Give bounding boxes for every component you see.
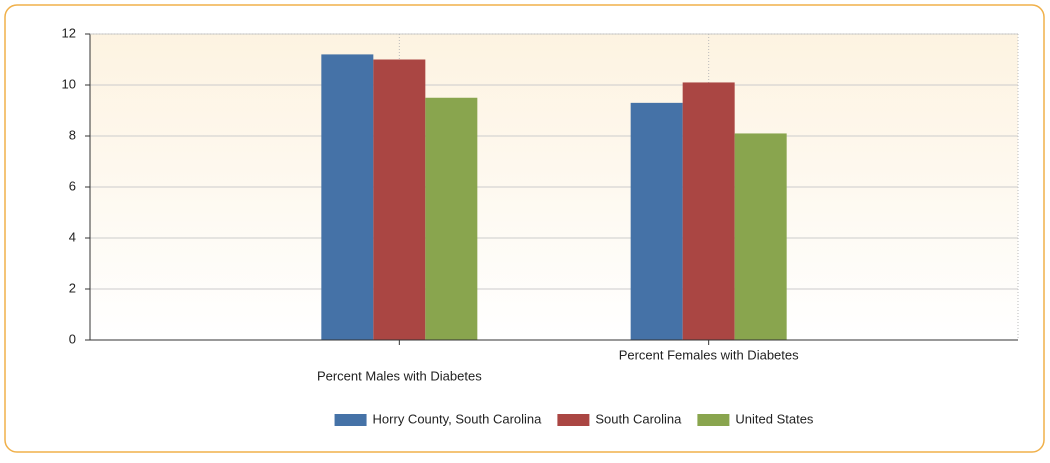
bar: [734, 133, 787, 340]
y-tick-label: 10: [62, 76, 76, 91]
legend-swatch: [697, 414, 730, 426]
bar: [630, 102, 683, 340]
bar: [425, 97, 478, 340]
y-tick-label: 6: [69, 178, 76, 193]
bar: [682, 82, 735, 340]
x-tick-label: Percent Females with Diabetes: [619, 347, 799, 362]
legend-label: Horry County, South Carolina: [373, 411, 543, 426]
legend-swatch: [557, 414, 590, 426]
bar: [373, 59, 426, 340]
y-tick-label: 4: [69, 229, 76, 244]
legend-label: South Carolina: [595, 411, 682, 426]
bar: [321, 54, 374, 341]
y-tick-label: 0: [69, 331, 76, 346]
y-tick-label: 12: [62, 25, 76, 40]
y-tick-label: 2: [69, 280, 76, 295]
x-tick-label: Percent Males with Diabetes: [317, 368, 482, 383]
legend-swatch: [334, 414, 367, 426]
y-tick-label: 8: [69, 127, 76, 142]
legend-label: United States: [735, 411, 814, 426]
